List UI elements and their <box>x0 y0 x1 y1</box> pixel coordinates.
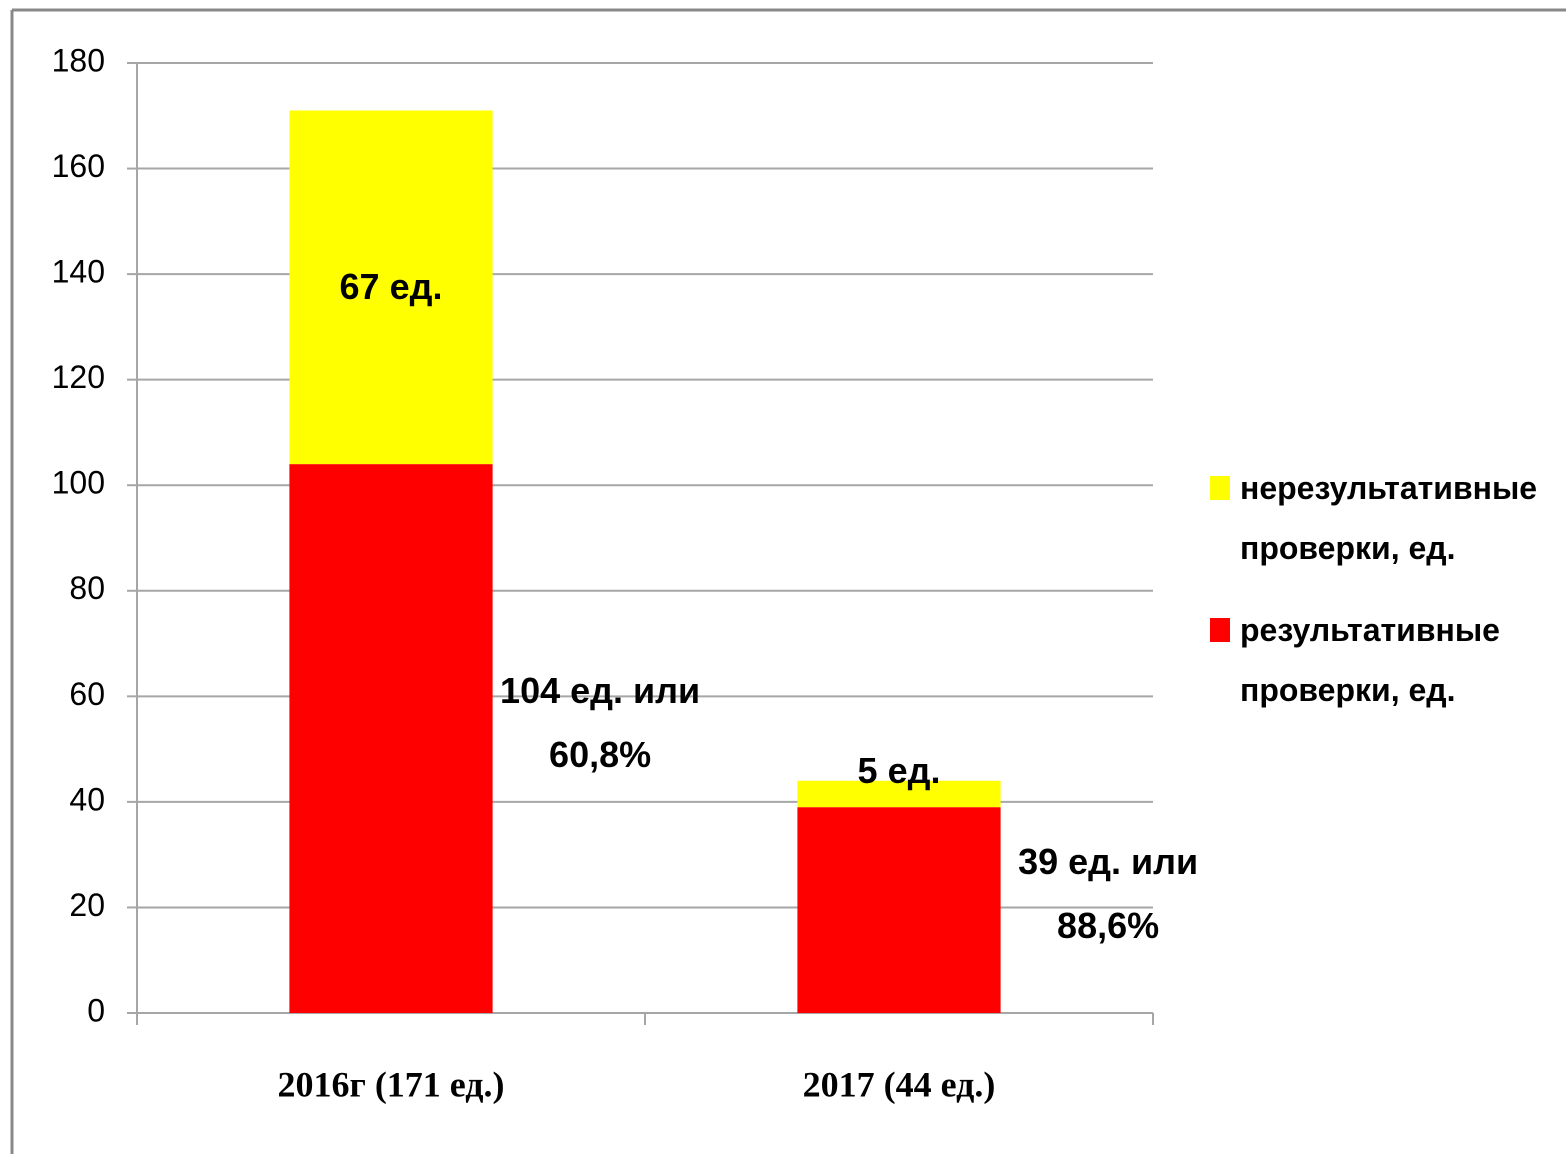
x-tick-label: 2017 (44 ед.) <box>803 1064 996 1104</box>
y-tick-label: 160 <box>52 148 105 184</box>
y-tick-label: 180 <box>52 42 105 78</box>
y-tick-label: 0 <box>87 992 105 1028</box>
data-label: 67 ед. <box>339 266 443 308</box>
data-label: 39 ед. или 88,6% <box>1018 841 1199 947</box>
y-tick-label: 60 <box>69 676 105 712</box>
legend-swatch <box>1210 476 1230 500</box>
data-label: 5 ед. <box>857 749 941 791</box>
bar-segment <box>797 780 1001 808</box>
y-tick-label: 100 <box>52 465 105 501</box>
y-tick-label: 20 <box>69 887 105 923</box>
y-tick-label: 120 <box>52 359 105 395</box>
bar-segment <box>289 110 493 465</box>
y-tick-label: 40 <box>69 781 105 817</box>
y-tick-label: 140 <box>52 254 105 290</box>
legend-label: нерезультативные проверки, ед. <box>1240 470 1538 566</box>
bar-segment <box>289 464 493 1014</box>
bar-segment <box>797 807 1001 1013</box>
y-tick-label: 80 <box>69 570 105 606</box>
legend-swatch <box>1210 618 1230 642</box>
x-tick-label: 2016г (171 ед.) <box>277 1064 504 1104</box>
data-label: 104 ед. или 60,8% <box>500 669 701 775</box>
legend-label: результативные проверки, ед. <box>1240 612 1500 708</box>
